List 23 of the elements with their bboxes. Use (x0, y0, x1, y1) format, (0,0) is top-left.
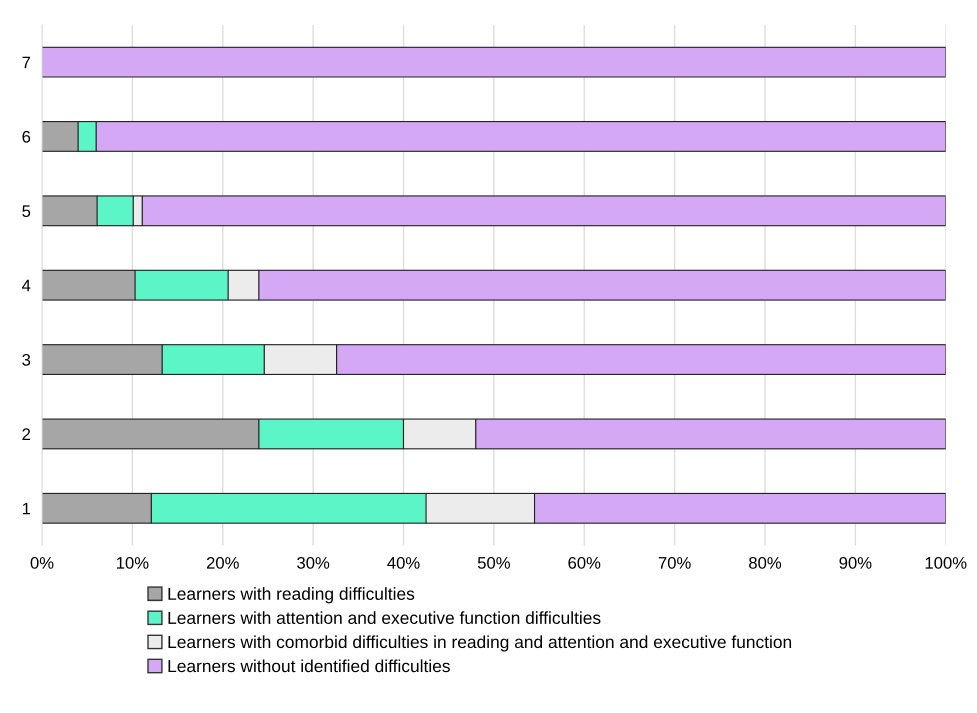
x-tick-label: 100% (926, 556, 966, 569)
y-tick-label: 3 (22, 354, 30, 366)
x-tick-label: 20% (206, 556, 239, 569)
x-tick-label: 0% (30, 556, 54, 569)
x-tick-label: 90% (839, 556, 872, 569)
y-tick-label: 7 (22, 56, 30, 68)
x-tick-label: 60% (568, 556, 600, 569)
legend-label: Learners without identified difficulties (168, 659, 450, 672)
y-tick-label: 5 (22, 205, 30, 218)
x-tick-label: 80% (749, 556, 782, 569)
legend-label: Learners with reading difficulties (168, 587, 414, 604)
y-tick-label: 6 (22, 130, 30, 143)
bar (42, 46, 946, 78)
x-tick-label: 10% (116, 556, 148, 569)
x-tick-label: 30% (297, 556, 330, 569)
y-tick-label: 1 (22, 502, 30, 514)
x-tick-label: 70% (658, 556, 691, 569)
y-tick-label: 2 (22, 428, 30, 440)
legend-label: Learners with comorbid difficulties in reading and attention and executive function (168, 635, 792, 652)
x-tick-label: 50% (478, 556, 510, 569)
y-tick-label: 4 (22, 280, 30, 292)
x-tick-label: 40% (387, 556, 420, 569)
legend-label: Learners with attention and executive function difficulties (168, 611, 600, 624)
